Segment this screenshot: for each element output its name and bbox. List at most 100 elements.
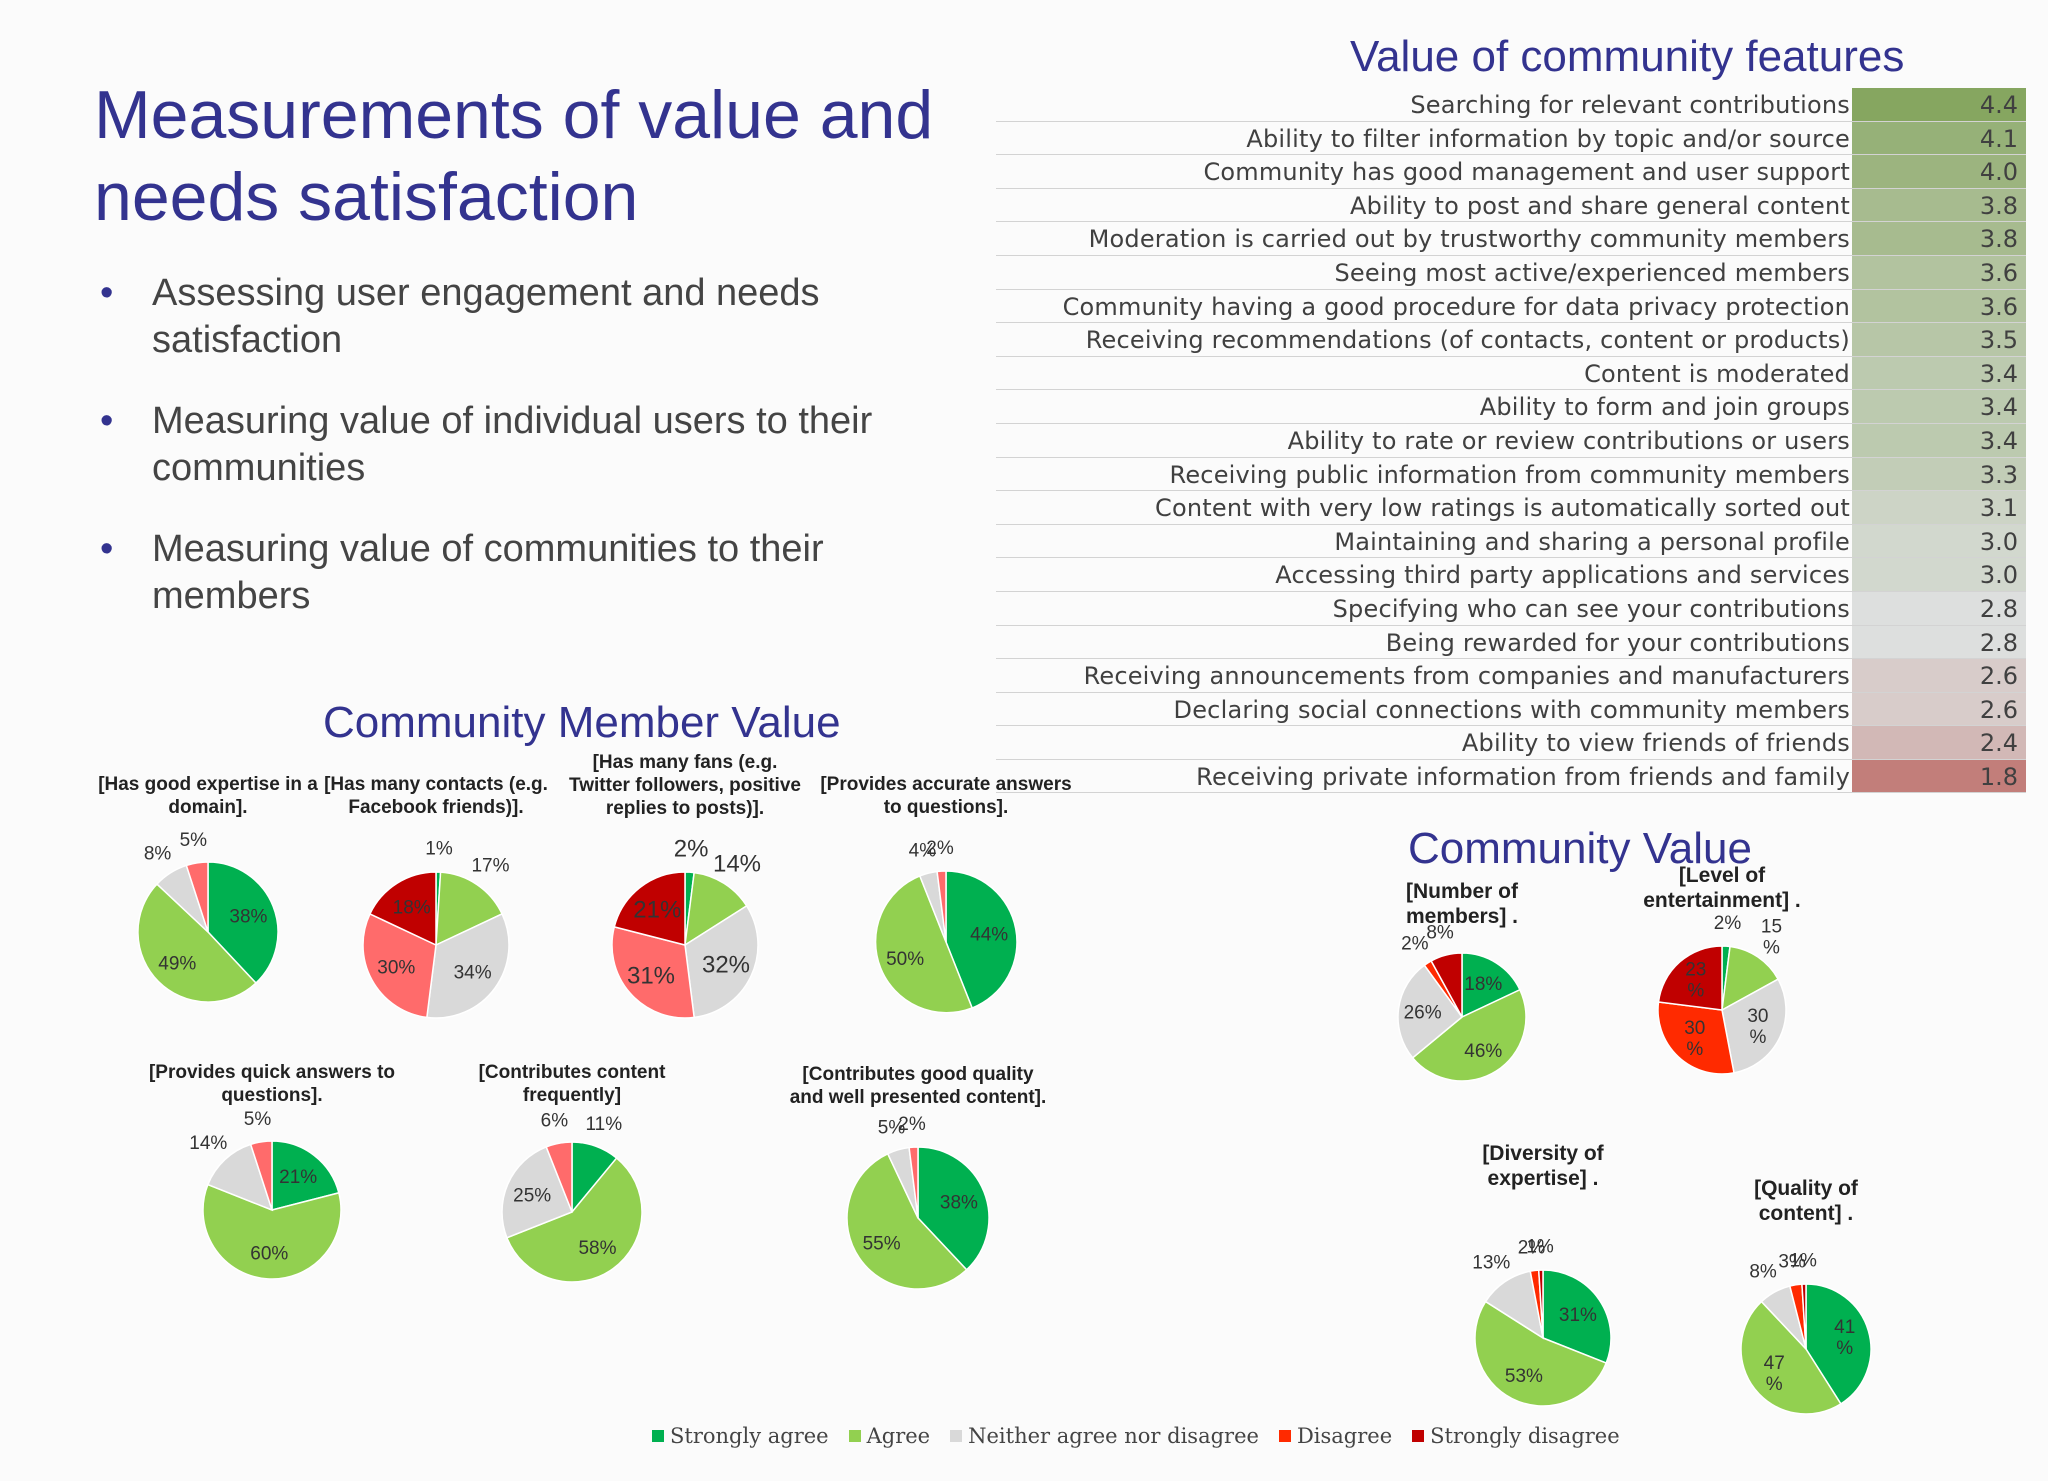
feature-value-cell: 4.0 <box>1852 155 2026 188</box>
feature-value-cell: 3.1 <box>1852 491 2026 524</box>
pie-title-line: [Has good expertise in a <box>98 774 318 795</box>
pie-title-line: frequently] <box>523 1085 621 1106</box>
pie-data-label: 8% <box>1749 1262 1777 1283</box>
feature-value-cell: 3.4 <box>1852 390 2026 423</box>
pie-data-label: 1% <box>425 839 453 860</box>
pie-slice <box>917 1146 990 1271</box>
feature-row: Receiving announcements from companies a… <box>996 659 2026 693</box>
pie-title-line: [Provides accurate answers <box>820 774 1071 795</box>
pie-title-line: to questions]. <box>884 797 1009 818</box>
pie-data-label: 2% <box>674 836 709 863</box>
page-title: Measurements of value and needs satisfac… <box>94 77 934 235</box>
pie-data-label: 30% <box>1684 1018 1705 1060</box>
pie-data-label: 30% <box>377 958 415 979</box>
legend-swatch-strongly-disagree <box>1412 1430 1425 1442</box>
pie-data-label: 3% <box>1778 1252 1806 1273</box>
member-value-heading: Community Member Value <box>323 698 841 747</box>
feature-row: Ability to form and join groups 3.4 <box>996 390 2026 424</box>
pie-slice <box>613 871 686 946</box>
pie-data-label: 38% <box>940 1192 978 1213</box>
feature-row: Accessing third party applications and s… <box>996 558 2026 592</box>
pie-data-label: 55% <box>863 1233 901 1254</box>
features-table: Searching for relevant contributions 4.4 A… <box>996 88 2026 794</box>
feature-value-cell: 3.4 <box>1852 356 2026 390</box>
feature-value-cell: 3.8 <box>1852 222 2026 255</box>
feature-value: 2.6 <box>1979 695 2018 724</box>
pie-slice <box>505 1157 643 1283</box>
feature-row: Receiving recommendations (of contacts, … <box>996 323 2026 357</box>
feature-row: Seeing most active/experienced members 3.… <box>996 255 2026 290</box>
feature-value: 3.6 <box>1979 258 2018 287</box>
pie-data-label: 8% <box>144 843 172 864</box>
pie-data-label: 26% <box>1404 1003 1442 1024</box>
feature-value: 2.4 <box>1979 729 2018 758</box>
feature-value: 3.8 <box>1979 225 2018 254</box>
pie-data-label: 21% <box>633 897 681 924</box>
pie-data-label: 8% <box>1426 922 1454 943</box>
legend-item: Agree <box>848 1424 930 1448</box>
pie-slice <box>684 904 759 1019</box>
pie-slice <box>1721 978 1787 1074</box>
bullet-text: Measuring value of communities to their … <box>152 528 824 617</box>
feature-label: Accessing third party applications and s… <box>1275 561 1850 590</box>
feature-value: 3.6 <box>1979 292 2018 321</box>
pie-title-line: entertainment] . <box>1643 889 1801 912</box>
feature-value-cell: 2.8 <box>1852 625 2026 659</box>
pie-data-label: 2% <box>898 1114 926 1135</box>
features-table-title: Value of community features <box>1350 32 1905 81</box>
pie-data-label: 13% <box>1472 1253 1510 1274</box>
legend-label: Disagree <box>1296 1424 1393 1448</box>
feature-value: 4.1 <box>1979 124 2018 153</box>
feature-label: Community has good management and user s… <box>1203 158 1850 187</box>
legend-label: Strongly disagree <box>1430 1424 1620 1448</box>
pie-title-line: [Has many fans (e.g. <box>593 752 778 773</box>
pie-data-label: 18% <box>393 897 431 918</box>
pie-title-line: questions]. <box>221 1085 322 1106</box>
pie-title-line: [Has many contacts (e.g. <box>324 774 548 795</box>
pie-slice <box>271 1140 340 1211</box>
pie-slice <box>426 912 510 1019</box>
pie-slice <box>435 871 504 947</box>
pie-title-line: content] . <box>1759 1202 1854 1225</box>
feature-value: 3.5 <box>1979 326 2018 355</box>
feature-value: 3.3 <box>1979 460 2018 489</box>
feature-label: Content is moderated <box>1584 359 1850 388</box>
feature-row: Receiving private information from frien… <box>996 759 2026 794</box>
pie-slice <box>874 875 974 1014</box>
feature-row: Ability to post and share general conten… <box>996 188 2026 223</box>
feature-label: Ability to rate or review contributions … <box>1287 426 1850 455</box>
pie-slice <box>1801 1283 1807 1350</box>
bullet-list: • Assessing user engagement and needs sat… <box>100 270 980 654</box>
pie-title-line: domain]. <box>168 797 247 818</box>
pie-data-label: 2% <box>926 838 954 859</box>
feature-value: 2.8 <box>1979 594 2018 623</box>
feature-label: Ability to filter information by topic a… <box>1246 124 1850 153</box>
community-value-heading: Community Value <box>1408 824 1752 873</box>
legend-item: Neither agree nor disagree <box>950 1424 1259 1448</box>
feature-label: Ability to post and share general conten… <box>1350 191 1850 220</box>
pie-slice <box>1542 1269 1612 1365</box>
pie-slice <box>1537 1269 1544 1339</box>
chart-legend: Strongly agree Agree Neither agree nor d… <box>652 1424 1620 1448</box>
feature-label: Receiving public information from commun… <box>1169 460 1850 489</box>
feature-row: Ability to rate or review contributions … <box>996 423 2026 458</box>
pie-data-label: 31% <box>627 962 675 989</box>
pie-data-label: 4% <box>909 841 937 862</box>
feature-value-cell: 4.4 <box>1852 88 2026 121</box>
pie-data-label: 60% <box>250 1243 288 1264</box>
pie-title-line: [Diversity of <box>1482 1142 1604 1165</box>
feature-value: 3.0 <box>1979 527 2018 556</box>
bullet-item: • Measuring value of individual users to … <box>100 398 980 492</box>
pie-data-label: 15% <box>1761 917 1782 959</box>
feature-row: Moderation is carried out by trustworthy… <box>996 222 2026 256</box>
feature-value-cell: 2.8 <box>1852 591 2026 625</box>
pie-slice <box>1474 1300 1608 1407</box>
legend-item: Strongly disagree <box>1412 1424 1620 1448</box>
pie-slice <box>545 1141 573 1213</box>
feature-value-cell: 3.0 <box>1852 524 2026 558</box>
